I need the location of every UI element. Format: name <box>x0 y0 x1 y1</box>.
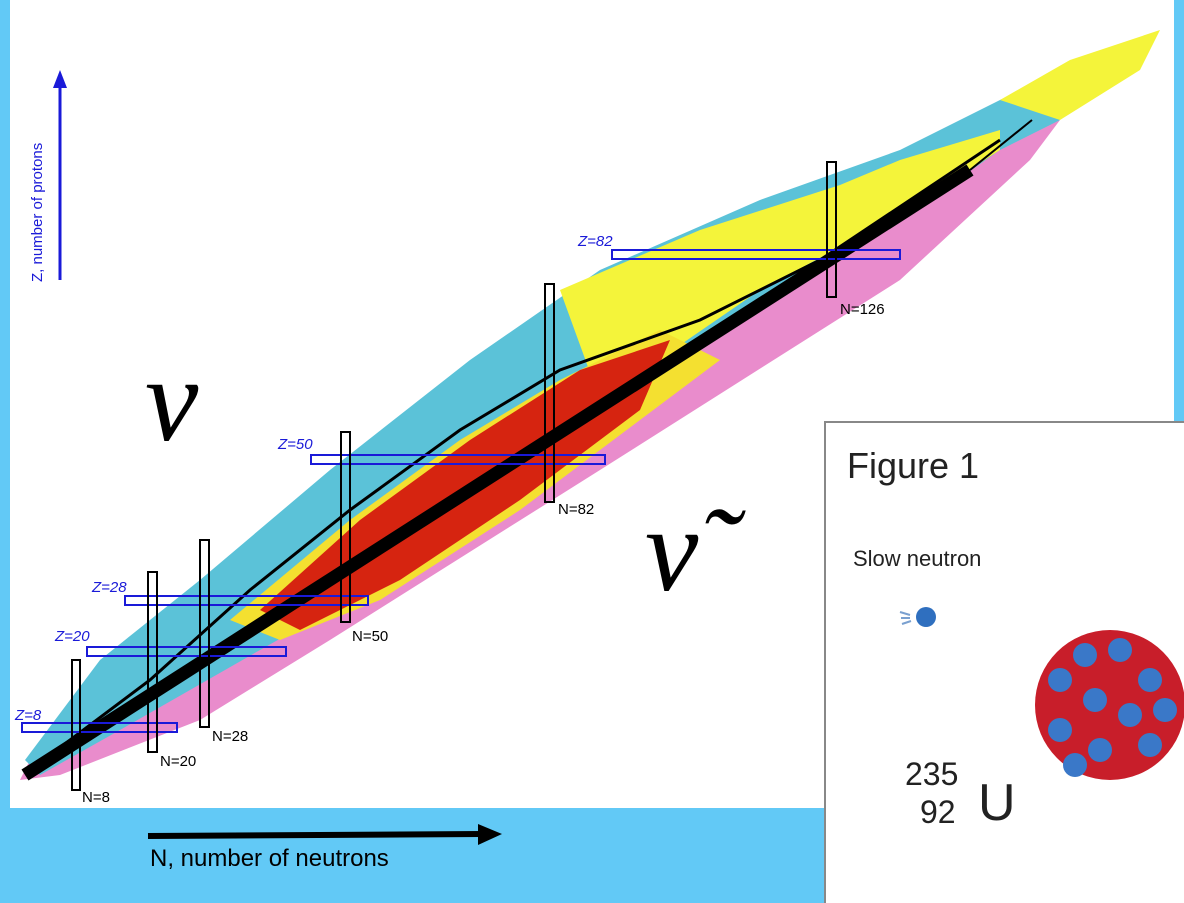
figure-caption: Slow neutron <box>853 546 981 571</box>
magic-n-label: N=82 <box>558 501 594 518</box>
neutrino-symbol: ν <box>145 333 199 466</box>
mass-number: 235 <box>905 756 958 792</box>
magic-z-label: Z=8 <box>14 707 42 724</box>
magic-n-label: N=20 <box>160 753 196 770</box>
magic-n-label: N=28 <box>212 728 248 745</box>
atomic-number: 92 <box>920 794 956 830</box>
n-axis-label: N, number of neutrons <box>150 845 389 872</box>
magic-n-label: N=8 <box>82 789 110 806</box>
magic-n-label: N=50 <box>352 628 388 645</box>
magic-z-label: Z=82 <box>577 233 613 250</box>
neutron <box>916 607 936 627</box>
magic-z-label: Z=50 <box>277 436 313 453</box>
magic-z-label: Z=20 <box>54 628 90 645</box>
figure-title: Figure 1 <box>847 445 979 486</box>
n-arrow <box>148 834 482 836</box>
magic-z-label: Z=28 <box>91 579 127 596</box>
z-axis-label: Z, number of protons <box>29 143 46 282</box>
nuclide-chart: Z=82 Z=50 Z=28 Z=20 Z=8 N=126 N=82 N=50 … <box>0 0 1184 903</box>
magic-n-label: N=126 <box>840 301 885 318</box>
element-symbol: U <box>978 774 1016 832</box>
